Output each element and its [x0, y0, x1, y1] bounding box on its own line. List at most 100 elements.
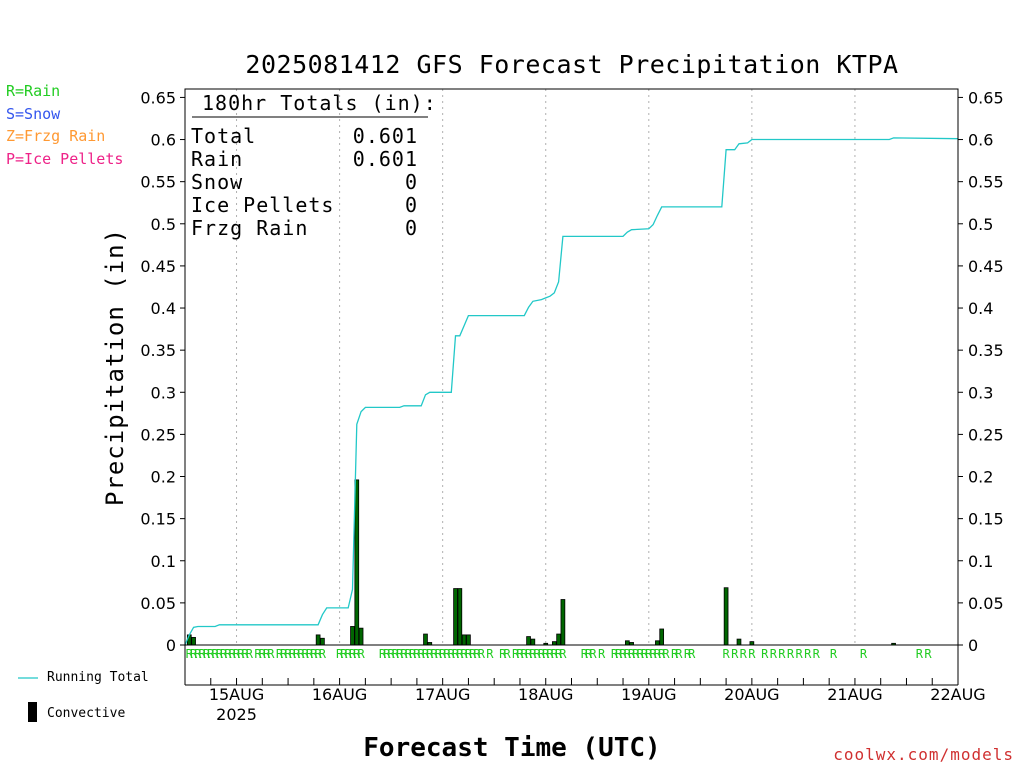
rain-marker: R — [637, 647, 645, 661]
rain-marker: R — [203, 647, 211, 661]
rain-marker: R — [242, 647, 250, 661]
rain-marker: R — [396, 647, 404, 661]
rain-marker: R — [267, 647, 275, 661]
precip-bar — [551, 641, 557, 646]
y-tick-label-left: 0.05 — [140, 594, 176, 613]
snow-total-label: Snow — [191, 170, 244, 194]
precip-bar — [659, 628, 665, 646]
precip-bar — [320, 637, 325, 646]
plot-frame — [184, 88, 959, 646]
ice-pellets-total-value: 0 — [404, 193, 418, 217]
rain-marker: R — [671, 647, 679, 661]
rain-marker: R — [357, 647, 365, 661]
rain-marker: R — [787, 647, 795, 661]
rain-marker: R — [435, 647, 443, 661]
rain-marker: R — [521, 647, 529, 661]
rain-marker: R — [310, 647, 318, 661]
precip-bar — [423, 633, 428, 646]
rain-marker: R — [413, 647, 421, 661]
rain-legend-label: R=Rain — [6, 82, 61, 100]
rain-marker: R — [465, 647, 473, 661]
rain-marker: R — [190, 647, 198, 661]
rain-marker: R — [383, 647, 391, 661]
rain-marker: R — [388, 647, 396, 661]
y-tick-label-left: 0.55 — [140, 173, 176, 192]
rain-marker: R — [731, 647, 739, 661]
freezing-rain-legend-label: Z=Frzg Rain — [6, 127, 106, 145]
rain-marker: R — [516, 647, 524, 661]
precip-bar — [457, 588, 463, 646]
rain-marker: R — [722, 647, 730, 661]
snow-total-value: 0 — [404, 170, 418, 194]
rain-marker: R — [237, 647, 245, 661]
ice-pellets-legend-label: P=Ice Pellets — [6, 150, 124, 168]
rain-marker: R — [306, 647, 314, 661]
snow-legend-label: S=Snow — [6, 105, 61, 123]
rain-marker: R — [439, 647, 447, 661]
rain-marker: R — [641, 647, 649, 661]
rain-marker: R — [276, 647, 284, 661]
rain-marker: R — [216, 647, 224, 661]
frzg-rain-total-value: 0 — [404, 216, 418, 240]
rain-marker: R — [400, 647, 408, 661]
rain-marker: R — [645, 647, 653, 661]
rain-marker: R — [512, 647, 520, 661]
rain-marker: R — [207, 647, 215, 661]
rain-marker: R — [422, 647, 430, 661]
rain-marker: R — [624, 647, 632, 661]
x-tick-label: 18AUG — [518, 685, 573, 704]
rain-marker: R — [448, 647, 456, 661]
rain-marker: R — [585, 647, 593, 661]
rain-marker: R — [297, 647, 305, 661]
rain-marker: R — [353, 647, 361, 661]
x-tick-label: 19AUG — [621, 685, 676, 704]
rain-marker: R — [559, 647, 567, 661]
credit-link[interactable]: coolwx.com/models — [833, 745, 1014, 764]
rain-marker: R — [280, 647, 288, 661]
y-tick-label-left: 0.15 — [140, 510, 176, 529]
rain-marker: R — [336, 647, 344, 661]
y-tick-label-left: 0.4 — [151, 299, 176, 318]
y-tick-label-left: 0.2 — [151, 468, 176, 487]
chart-title: 2025081412 GFS Forecast Precipitation KT… — [245, 50, 899, 79]
rain-marker: R — [199, 647, 207, 661]
rain-marker: R — [534, 647, 542, 661]
rain-marker: R — [211, 647, 219, 661]
rain-marker: R — [315, 647, 323, 661]
rain-marker: R — [649, 647, 657, 661]
rain-marker: R — [499, 647, 507, 661]
total-label: Total — [191, 124, 257, 148]
rain-marker: R — [418, 647, 426, 661]
grid-lines — [236, 89, 856, 645]
precip-bar — [315, 634, 321, 646]
precip-bar — [530, 638, 536, 646]
rain-marker: R — [628, 647, 636, 661]
y-tick-label-right: 0 — [968, 636, 978, 655]
x-tick-label: 17AUG — [415, 685, 470, 704]
rain-marker: R — [555, 647, 563, 661]
total-value: 0.601 — [352, 124, 418, 148]
rain-marker: R — [186, 647, 194, 661]
rain-marker: R — [658, 647, 666, 661]
rain-marker: R — [538, 647, 546, 661]
rain-marker: R — [289, 647, 297, 661]
x-axis-label: Forecast Time (UTC) — [363, 733, 661, 763]
y-tick-label-left: 0.65 — [140, 88, 176, 107]
rain-marker: R — [598, 647, 606, 661]
rain-marker: R — [632, 647, 640, 661]
precip-bar — [736, 638, 742, 646]
y-tick-label-left: 0.1 — [151, 552, 176, 571]
rain-marker: R — [525, 647, 533, 661]
y-tick-label-left: 0 — [166, 636, 176, 655]
precip-bar — [358, 627, 364, 646]
rain-marker: R — [529, 647, 537, 661]
y-tick-label-right: 0.65 — [968, 88, 1004, 107]
y-tick-label-right: 0.45 — [968, 257, 1004, 276]
rain-marker: R — [259, 647, 267, 661]
x-tick-label: 20AUG — [724, 685, 779, 704]
x-tick-label: 21AUG — [827, 685, 882, 704]
y-tick-label-right: 0.4 — [968, 299, 993, 318]
precip-bar — [723, 587, 729, 646]
rain-marker: R — [542, 647, 550, 661]
